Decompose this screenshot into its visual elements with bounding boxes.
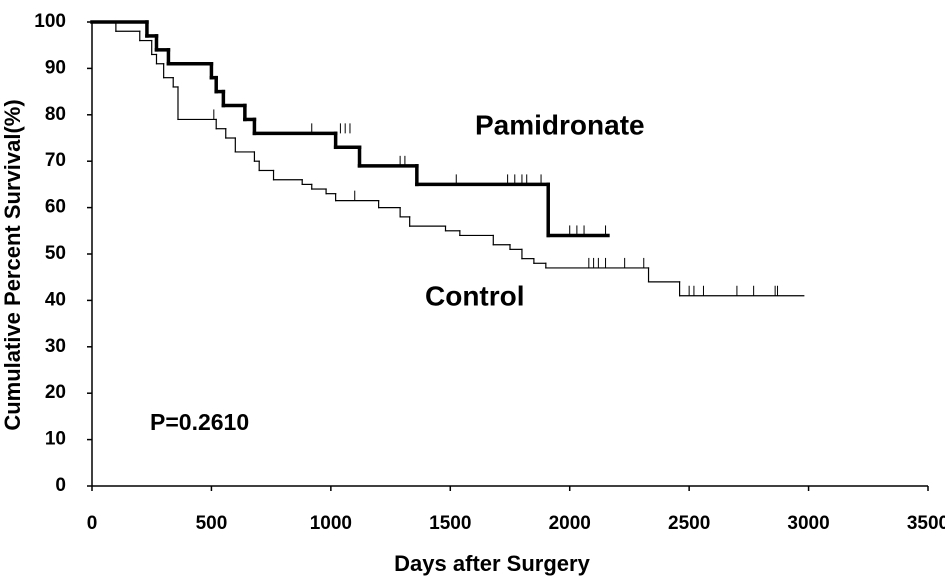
x-tick-label: 3000 bbox=[787, 513, 829, 534]
x-tick-label: 1000 bbox=[310, 513, 352, 534]
x-tick-label: 0 bbox=[87, 513, 98, 534]
y-tick-label: 10 bbox=[45, 429, 66, 450]
y-tick-label: 100 bbox=[34, 11, 66, 32]
y-tick-label: 70 bbox=[45, 150, 66, 171]
x-tick-label: 3500 bbox=[907, 513, 945, 534]
y-tick-label: 30 bbox=[45, 336, 66, 357]
y-tick-label: 0 bbox=[55, 475, 66, 496]
y-tick-label: 60 bbox=[45, 197, 66, 218]
x-tick-label: 2500 bbox=[668, 513, 710, 534]
x-axis-title: Days after Surgery bbox=[394, 551, 590, 576]
y-axis-title: Cumulative Percent Survival(%) bbox=[0, 99, 25, 430]
annotation: P=0.2610 bbox=[150, 409, 249, 435]
annotation: Control bbox=[425, 280, 525, 311]
y-tick-label: 40 bbox=[45, 289, 66, 310]
y-tick-label: 80 bbox=[45, 104, 66, 125]
annotation: Pamidronate bbox=[475, 109, 645, 140]
y-tick-label: 20 bbox=[45, 382, 66, 403]
x-tick-label: 1500 bbox=[429, 513, 471, 534]
y-tick-label: 90 bbox=[45, 57, 66, 78]
y-tick-label: 50 bbox=[45, 243, 66, 264]
x-tick-label: 2000 bbox=[549, 513, 591, 534]
x-tick-label: 500 bbox=[196, 513, 228, 534]
